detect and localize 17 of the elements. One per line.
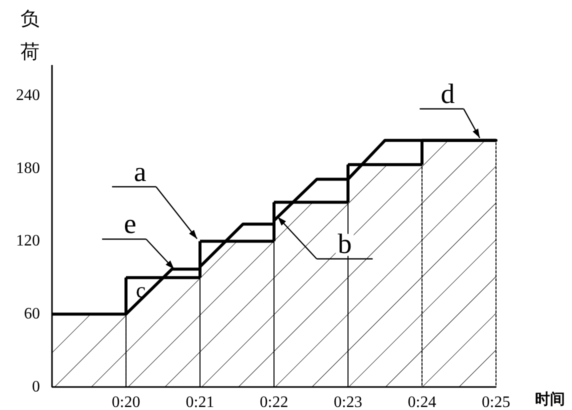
x-tick-label: 0:22 xyxy=(260,394,288,410)
x-axis-title: 时间 xyxy=(535,391,565,408)
y-tick-label: 0 xyxy=(32,378,40,396)
annotation: a xyxy=(134,156,147,188)
annotation: d xyxy=(440,78,455,110)
y-axis-title: 负荷 xyxy=(20,9,40,63)
x-tick-label: 0:23 xyxy=(334,394,362,410)
x-tick-label: 0:24 xyxy=(408,394,436,410)
y-tick-label: 240 xyxy=(16,86,40,104)
x-tick-label: 0:21 xyxy=(186,394,214,410)
annotation: b xyxy=(338,228,352,260)
y-tick-label: 120 xyxy=(16,232,40,250)
y-tick-label: 180 xyxy=(16,160,40,177)
x-tick-label: 0:25 xyxy=(482,394,510,410)
annotation: e xyxy=(124,209,136,240)
y-tick-label: 60 xyxy=(24,306,40,323)
x-tick-label: 0:20 xyxy=(112,394,140,410)
